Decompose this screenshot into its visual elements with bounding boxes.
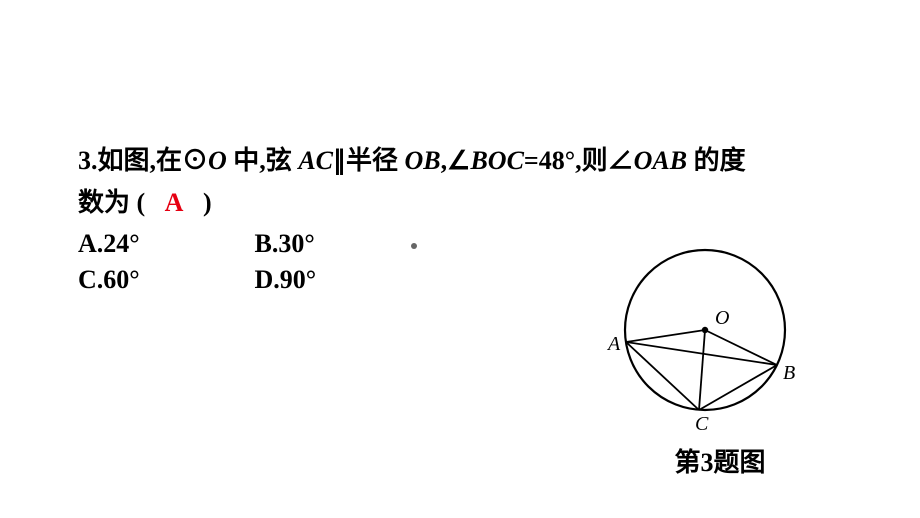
question-line-1: 3.如图,在⊙O 中,弦 AC∥半径 OB,∠BOC=48°,则∠OAB 的度 <box>78 140 858 182</box>
stem-p4: ,∠ <box>441 146 471 175</box>
question-line-2: 数为 ( A ) <box>78 182 858 224</box>
stem-p2: 中,弦 <box>227 146 299 175</box>
var-BOC: BOC <box>470 146 523 175</box>
stem-p3: ∥半径 <box>333 146 405 175</box>
stem-line2-suffix: ) <box>203 188 212 217</box>
geometry-diagram: O A B C <box>595 240 815 440</box>
stem-line2-prefix: 数为 ( <box>78 188 145 217</box>
var-OB: OB <box>405 146 441 175</box>
var-OAB: OAB <box>634 146 687 175</box>
choice-C: C.60° <box>78 265 248 295</box>
stem-p5: =48°,则∠ <box>524 146 634 175</box>
choice-D: D.90° <box>255 265 317 295</box>
stem-p6: 的度 <box>687 146 746 175</box>
var-AC: AC <box>298 146 333 175</box>
svg-text:C: C <box>695 413 709 435</box>
question-number: 3. <box>78 146 98 175</box>
page: 3.如图,在⊙O 中,弦 AC∥半径 OB,∠BOC=48°,则∠OAB 的度 … <box>0 0 920 518</box>
stem-p1: 如图,在⊙ <box>98 146 209 175</box>
svg-text:B: B <box>783 362 795 384</box>
bullet-icon <box>411 243 417 249</box>
var-O: O <box>208 146 227 175</box>
svg-text:A: A <box>606 333 621 355</box>
svg-text:O: O <box>715 307 729 329</box>
answer-letter: A <box>165 188 184 217</box>
choice-B: B.30° <box>255 229 315 259</box>
choice-A: A.24° <box>78 229 248 259</box>
figure-caption: 第3题图 <box>595 442 845 479</box>
figure: O A B C 第3题图 <box>595 240 845 479</box>
